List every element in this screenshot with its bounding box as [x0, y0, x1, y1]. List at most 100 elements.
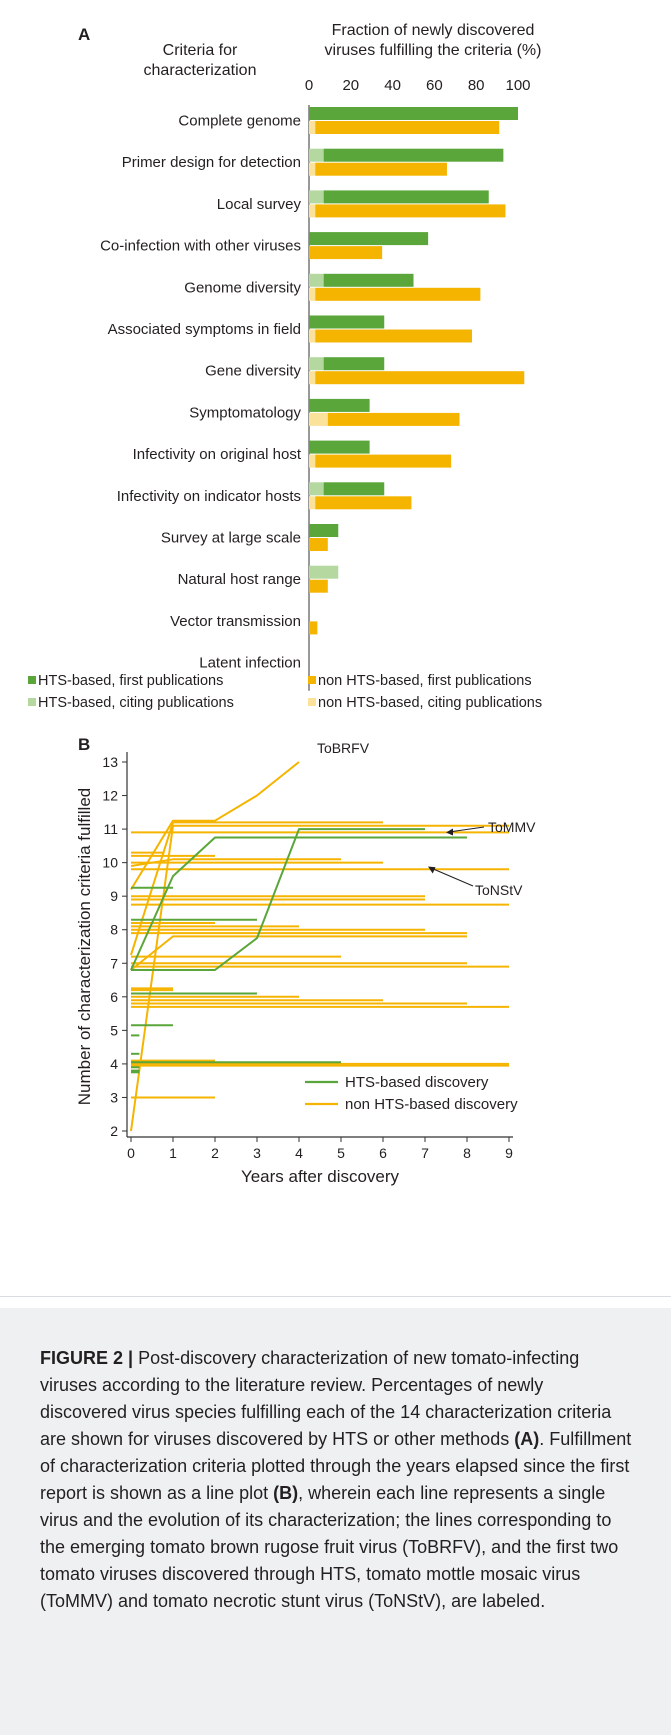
bar-non-hts-first — [309, 579, 328, 593]
bar-hts-first — [323, 190, 489, 204]
panel-label-a: A — [78, 25, 90, 44]
annotation-arrow — [430, 867, 474, 887]
x-tick-label: 9 — [505, 1145, 513, 1161]
bar-non-hts-first — [309, 538, 328, 551]
y-tick-label: 13 — [102, 754, 118, 770]
bar-non-hts-citing — [309, 287, 316, 301]
bar-non-hts-first — [315, 121, 500, 134]
x-tick-label: 2 — [211, 1145, 219, 1161]
y-tick-label: 7 — [110, 955, 118, 971]
bar-hts-first — [309, 440, 370, 454]
bar-hts-citing — [309, 148, 324, 162]
chart-title-line: viruses fulfilling the criteria (%) — [325, 42, 542, 59]
legend-label: HTS-based, first publications — [38, 673, 223, 689]
chart-title-line: Fraction of newly discovered — [332, 22, 535, 39]
row-header-line: Criteria for — [163, 42, 238, 59]
bar-non-hts-citing — [309, 162, 316, 176]
bar-non-hts-first — [315, 454, 452, 468]
x-tick-label: 4 — [295, 1145, 303, 1161]
y-tick-label: 9 — [110, 888, 118, 904]
legend-swatch — [28, 698, 36, 706]
legend-label: non HTS-based, citing publications — [318, 695, 542, 711]
figure-2: A Criteria for characterization Fraction of… — [28, 22, 542, 1186]
category-label: Symptomatology — [189, 404, 301, 421]
bar-hts-first — [309, 107, 518, 120]
caption-part: Post-discovery characterization of new t… — [40, 1348, 612, 1449]
x-tick-label: 8 — [463, 1145, 471, 1161]
line-non-hts — [130, 761, 300, 891]
category-label: Natural host range — [178, 571, 301, 588]
y-tick-label: 12 — [102, 788, 118, 804]
category-label: Associated symptoms in field — [108, 321, 301, 338]
category-label: Genome diversity — [184, 279, 301, 296]
figure-caption: FIGURE 2 | Post-discovery characterizati… — [40, 1345, 635, 1615]
caption-box — [0, 1308, 671, 1735]
bar-hts-citing — [309, 273, 324, 287]
x-axis-label: Years after discovery — [241, 1167, 400, 1186]
bar-non-hts-citing — [309, 121, 316, 134]
annotation-arrow — [448, 826, 485, 833]
bar-non-hts-citing — [309, 496, 316, 510]
legend-label: non HTS-based discovery — [345, 1096, 518, 1113]
legend-label: HTS-based, citing publications — [38, 695, 234, 711]
arrow-head — [428, 866, 436, 874]
bar-non-hts-first — [315, 287, 481, 301]
bar-non-hts-first — [315, 162, 447, 176]
y-tick-label: 11 — [103, 821, 118, 837]
bar-non-hts-first — [309, 246, 383, 260]
bar-hts-first — [323, 148, 504, 162]
y-tick-label: 6 — [110, 989, 118, 1005]
caption-figure-label: FIGURE 2 | — [40, 1348, 134, 1368]
bar-non-hts-citing — [309, 454, 316, 468]
x-tick-label: 5 — [337, 1145, 345, 1161]
x-tick-label: 20 — [342, 77, 359, 94]
line-hts — [130, 836, 467, 971]
line-non-hts — [130, 858, 341, 867]
category-label: Survey at large scale — [161, 530, 301, 547]
y-tick-label: 10 — [102, 855, 118, 871]
y-axis-label: Number of characterization criteria fulf… — [75, 788, 94, 1105]
caption-part: (A) — [514, 1429, 540, 1449]
category-label: Complete genome — [178, 113, 301, 130]
bar-hts-first — [323, 482, 385, 496]
annotation-label: ToBRFV — [317, 740, 370, 756]
legend-swatch — [308, 676, 316, 684]
category-label: Latent infection — [199, 655, 301, 672]
bar-non-hts-citing — [309, 412, 328, 426]
category-label: Co-infection with other viruses — [100, 238, 301, 255]
legend-swatch — [28, 676, 36, 684]
category-label: Vector transmission — [170, 613, 301, 630]
bar-hts-first — [309, 232, 429, 246]
bar-hts-citing — [309, 357, 324, 371]
x-tick-label: 100 — [505, 77, 530, 94]
x-tick-label: 80 — [468, 77, 485, 94]
x-tick-label: 0 — [127, 1145, 135, 1161]
x-tick-label: 40 — [384, 77, 401, 94]
row-header-line: characterization — [144, 62, 257, 79]
bar-hts-citing — [309, 482, 324, 496]
bar-hts-first — [323, 273, 414, 287]
caption-part: , wherein each line represents a single … — [40, 1483, 619, 1611]
bar-non-hts-first — [315, 204, 506, 218]
separator — [0, 1296, 671, 1297]
bar-non-hts-first — [315, 329, 473, 343]
bar-non-hts-first — [327, 412, 460, 426]
y-tick-label: 4 — [110, 1056, 118, 1072]
x-tick-label: 7 — [421, 1145, 429, 1161]
x-tick-label: 3 — [253, 1145, 261, 1161]
annotation-label: ToMMV — [488, 819, 536, 835]
x-tick-label: 6 — [379, 1145, 387, 1161]
bar-hts-citing — [309, 190, 324, 204]
panel-label-b: B — [78, 735, 90, 754]
y-tick-label: 2 — [110, 1123, 118, 1139]
bar-non-hts-citing — [309, 329, 316, 343]
y-tick-label: 5 — [110, 1022, 118, 1038]
caption-part: . Fulfillment of characterization criter… — [40, 1429, 632, 1503]
bar-hts-citing — [309, 565, 339, 579]
line-non-hts — [130, 821, 383, 956]
legend-label: HTS-based discovery — [345, 1074, 489, 1091]
y-tick-label: 3 — [110, 1089, 118, 1105]
annotation-label: ToNStV — [475, 882, 523, 898]
arrow-head — [446, 828, 453, 836]
bar-non-hts-citing — [309, 371, 316, 385]
